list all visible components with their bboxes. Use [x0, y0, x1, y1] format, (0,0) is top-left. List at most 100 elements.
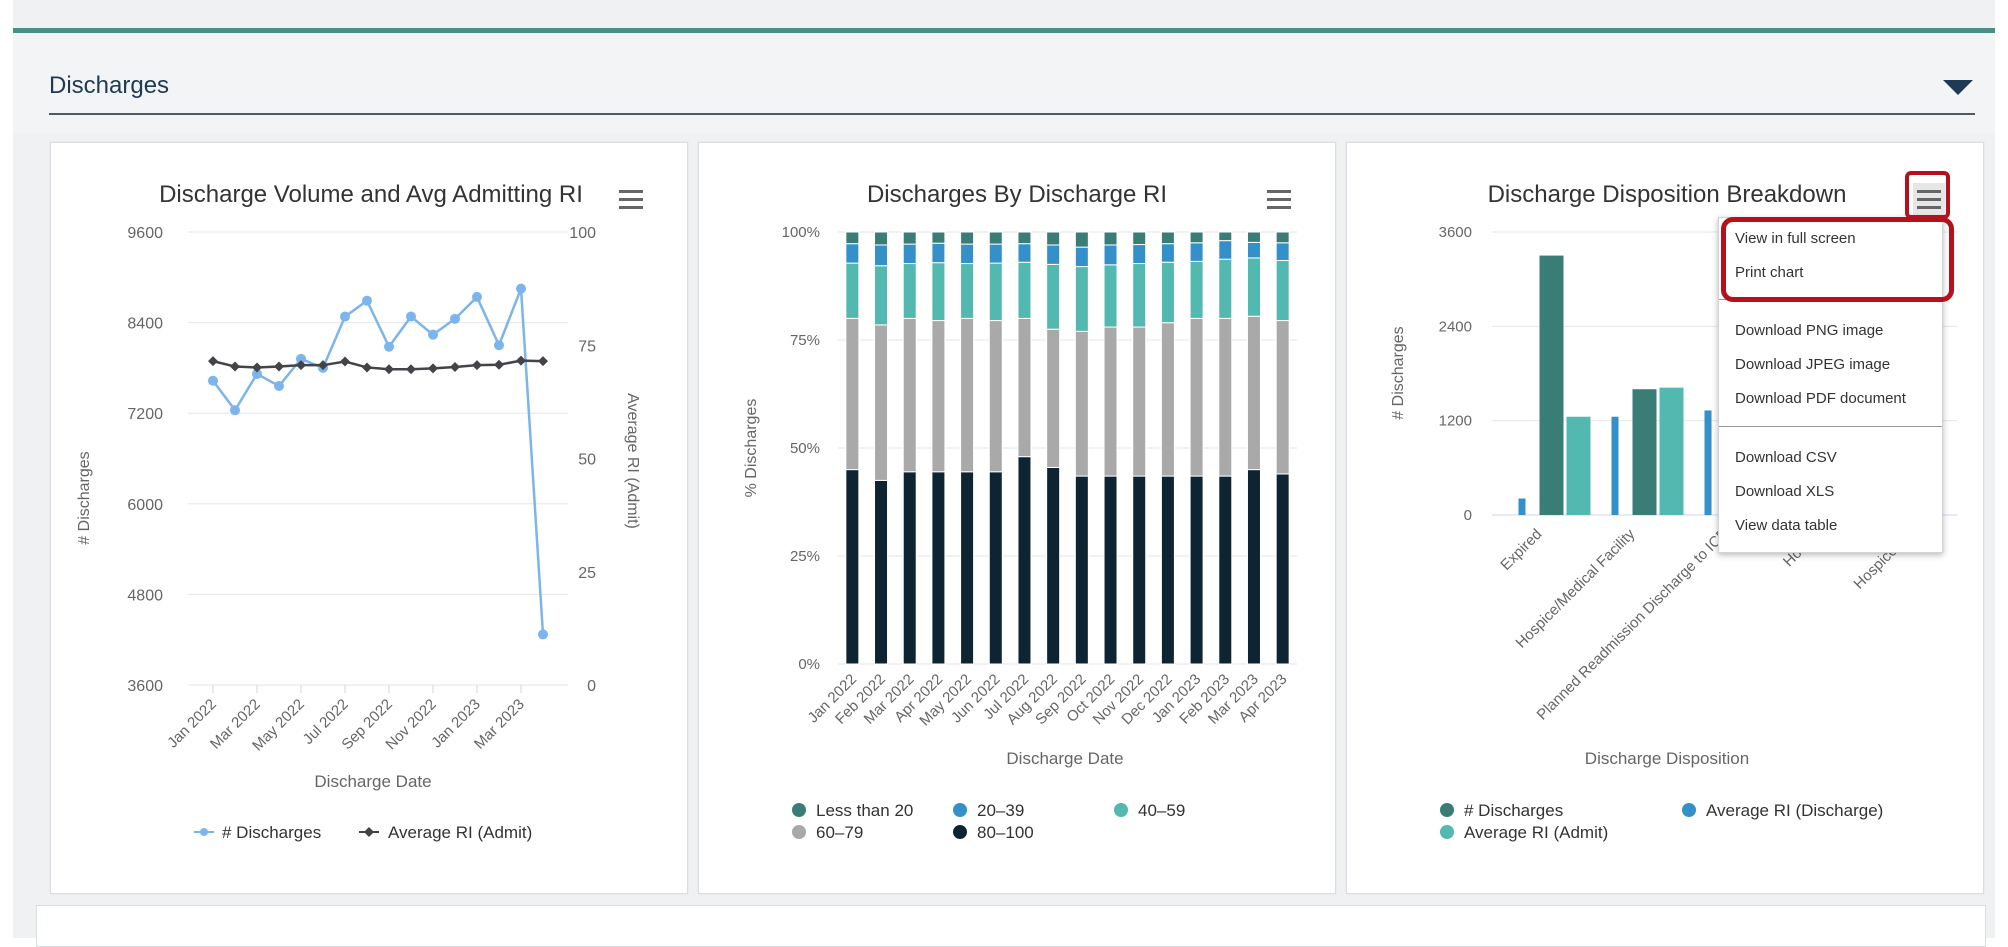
bar-segment [1275, 231, 1290, 244]
menu-icon[interactable] [1917, 190, 1941, 193]
legend-item-avg-ri-admit[interactable]: Average RI (Admit) [388, 823, 532, 842]
bar [1632, 389, 1657, 515]
point-discharges [516, 283, 526, 294]
bar-segment [1218, 231, 1233, 242]
highlight-box-menu-items [1721, 217, 1954, 302]
chart-menu-button[interactable] [619, 188, 647, 212]
y-tick-label: 0 [1464, 507, 1472, 524]
discharges-by-ri-chart: Discharges By Discharge RI % Discharges … [743, 181, 1297, 842]
bar-segment [1275, 260, 1290, 322]
bar-segment [988, 320, 1003, 473]
bar-segment [874, 479, 889, 665]
bar-segment [1132, 326, 1147, 477]
bar-segment [1046, 231, 1061, 246]
bar-segment [902, 243, 917, 265]
menu-icon[interactable] [1267, 190, 1291, 193]
legend-item-discharges[interactable]: # Discharges [1464, 801, 1563, 820]
bar-segment [1160, 231, 1175, 245]
point-discharges [252, 368, 262, 379]
y-tick-label: 3600 [127, 678, 163, 695]
point-avg-ri-admit [384, 364, 394, 375]
bar-segment [960, 243, 975, 265]
bar-segment [1103, 326, 1118, 477]
menu-icon[interactable] [619, 190, 643, 193]
bar-segment [1017, 456, 1032, 665]
bar-segment [902, 471, 917, 665]
point-discharges [274, 381, 284, 392]
menu-item-download-png[interactable]: Download PNG image [1735, 322, 1884, 339]
x-axis-label: Discharge Date [1006, 749, 1123, 768]
legend-marker-20-39 [953, 803, 967, 817]
legend-item-40-59[interactable]: 40–59 [1138, 801, 1185, 820]
point-avg-ri-admit [472, 360, 482, 371]
bar-segment [1132, 244, 1147, 265]
bar-segment [1132, 475, 1147, 665]
bar-segment [1103, 475, 1118, 665]
menu-item-view-data-table[interactable]: View data table [1735, 517, 1838, 534]
legend-item-avg-ri-admit[interactable]: Average RI (Admit) [1464, 823, 1608, 842]
bar-segment [1275, 320, 1290, 475]
y2-axis-label: Average RI (Admit) [624, 393, 641, 529]
point-avg-ri-admit [318, 360, 328, 371]
bar-segment [845, 243, 860, 264]
legend-item-80-100[interactable]: 80–100 [977, 823, 1034, 842]
legend-item-avg-ri-discharge[interactable]: Average RI (Discharge) [1706, 801, 1883, 820]
bar-segment [1160, 475, 1175, 665]
bar-segment [931, 471, 946, 665]
y2-tick-label: 0 [587, 678, 596, 695]
point-discharges [208, 375, 218, 386]
point-discharges [384, 341, 394, 352]
menu-item-download-csv[interactable]: Download CSV [1735, 449, 1837, 466]
bar-segment [874, 244, 889, 267]
point-discharges [362, 295, 372, 306]
legend-item-discharges[interactable]: # Discharges [222, 823, 321, 842]
legend-marker-avg-ri-discharge [1682, 803, 1696, 817]
bar-segment [1074, 266, 1089, 332]
point-avg-ri-admit [274, 361, 284, 372]
menu-item-download-xls[interactable]: Download XLS [1735, 483, 1835, 500]
point-discharges [428, 329, 438, 340]
bar-segment [874, 324, 889, 481]
point-discharges [340, 311, 350, 322]
chart-menu-button[interactable] [1267, 188, 1295, 212]
section-header [13, 33, 1995, 133]
y-axis-label: % Discharges [743, 399, 760, 498]
bar-segment [1046, 466, 1061, 665]
y-tick-label: 3600 [1439, 224, 1472, 241]
legend-item-lt20[interactable]: Less than 20 [816, 801, 913, 820]
bar-segment [988, 262, 1003, 322]
legend-item-20-39[interactable]: 20–39 [977, 801, 1024, 820]
point-avg-ri-admit [494, 359, 504, 370]
bar-segment [1218, 475, 1233, 665]
bar-segment [931, 262, 946, 322]
legend-marker-60-79 [792, 825, 806, 839]
bar-segment [1103, 231, 1118, 246]
point-discharges [230, 405, 240, 416]
bar-segment [1017, 317, 1032, 458]
collapse-toggle-icon[interactable] [1943, 80, 1973, 95]
bar-segment [1103, 244, 1118, 266]
y-tick-label: 1200 [1439, 413, 1472, 430]
point-discharges [296, 353, 306, 364]
bar [1539, 255, 1564, 515]
menu-divider [1719, 426, 1942, 427]
point-avg-ri-admit [538, 356, 548, 367]
menu-item-view-full-screen[interactable]: View in full screen [1735, 230, 1856, 247]
bar-segment [1046, 263, 1061, 330]
point-discharges [538, 629, 548, 640]
menu-item-print-chart[interactable]: Print chart [1735, 264, 1804, 281]
chart-menu-button[interactable] [1913, 183, 1945, 215]
legend-item-60-79[interactable]: 60–79 [816, 823, 863, 842]
bar-segment [1017, 261, 1032, 319]
y-axis-label: # Discharges [76, 451, 93, 544]
series-line-avg-ri-admit [212, 359, 544, 371]
legend-marker-avg-ri-admit [1440, 825, 1454, 839]
point-avg-ri-admit [450, 361, 460, 372]
highlight-box-menu-button [1905, 171, 1950, 219]
bar-segment [1074, 246, 1089, 268]
menu-item-download-jpeg[interactable]: Download JPEG image [1735, 356, 1891, 373]
section-title: Discharges [49, 72, 170, 99]
y-tick-label: 9600 [127, 225, 163, 242]
point-avg-ri-admit [406, 364, 416, 375]
menu-item-download-pdf[interactable]: Download PDF document [1735, 390, 1906, 407]
